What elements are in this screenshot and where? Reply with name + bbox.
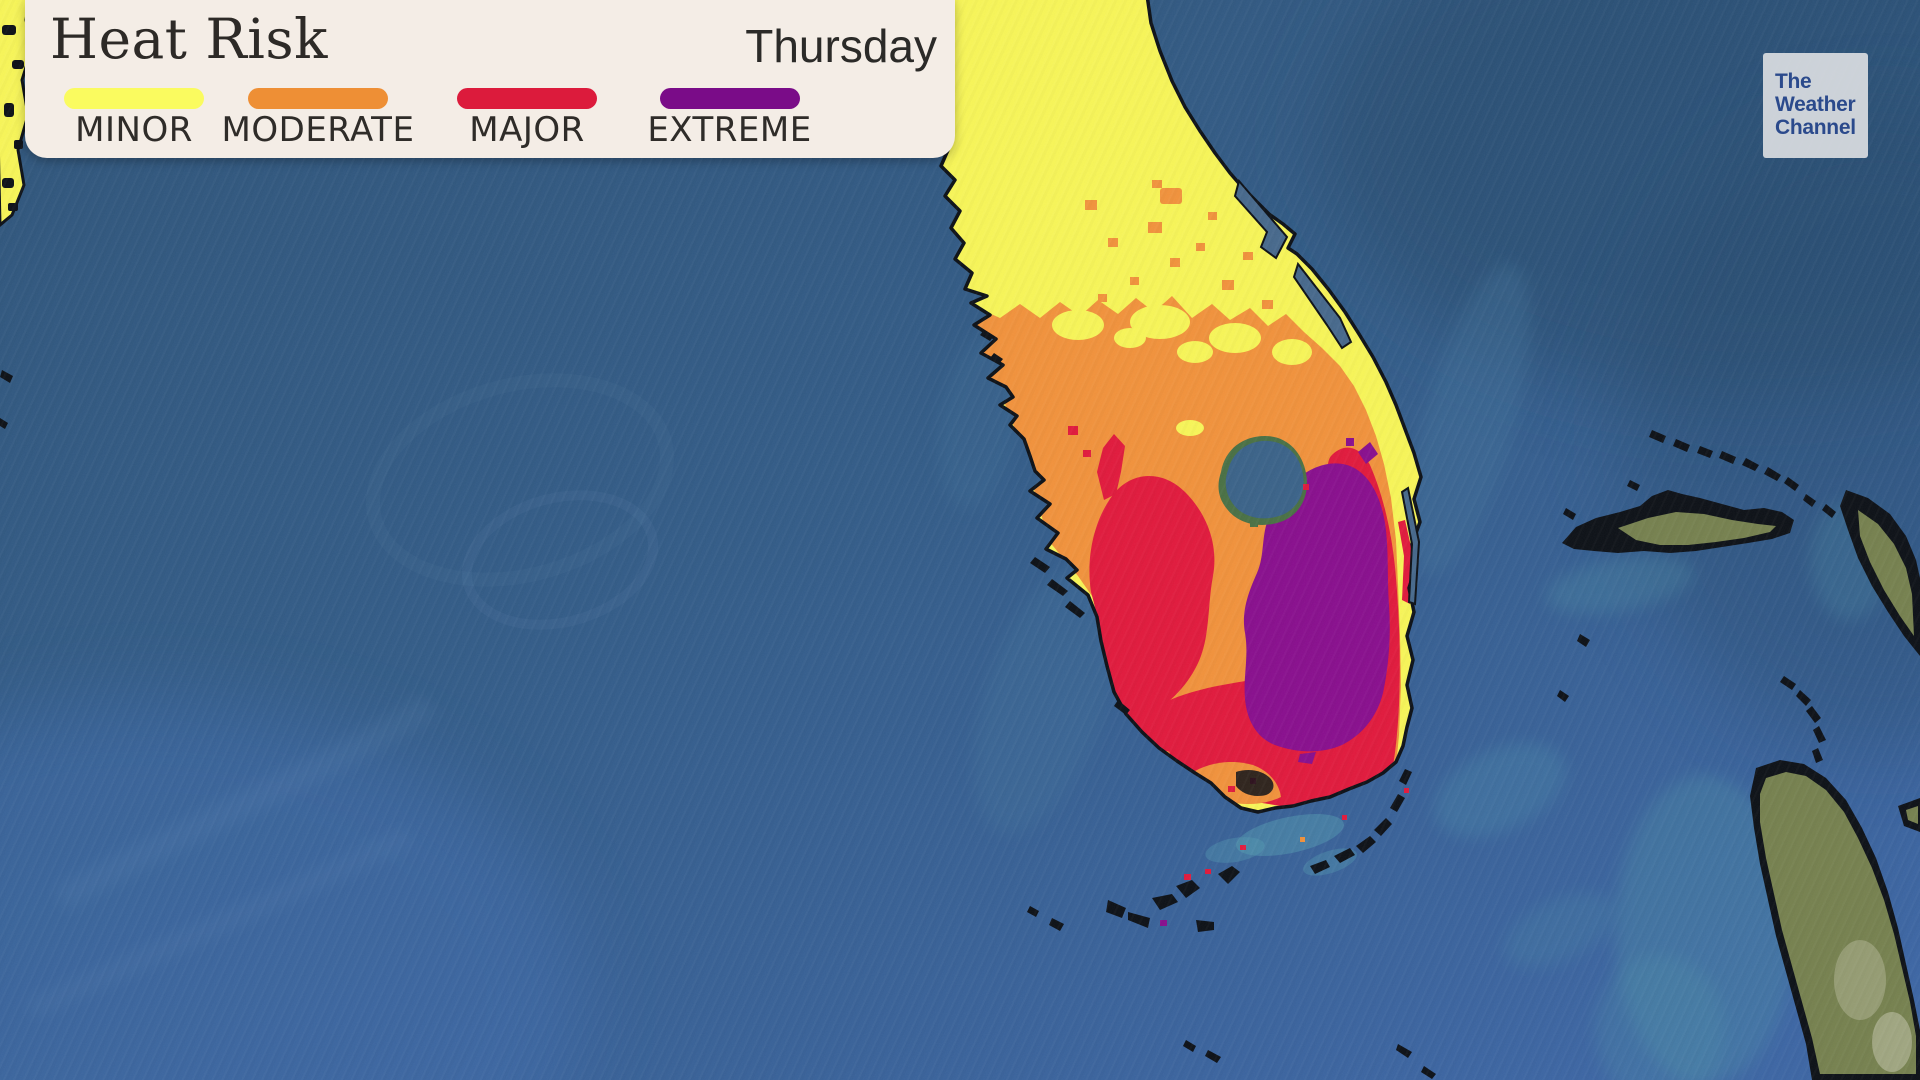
page-title: Heat Risk (50, 7, 328, 71)
logo-line: The (1775, 70, 1812, 94)
legend-panel: Heat Risk Thursday MINOR MODERATE MAJOR … (25, 0, 955, 158)
legend-label-major: MAJOR (469, 110, 585, 150)
legend-label-extreme: EXTREME (647, 110, 812, 150)
weather-channel-logo: The Weather Channel (1763, 53, 1868, 158)
logo-line: Channel (1775, 115, 1856, 139)
legend-label-minor: MINOR (75, 110, 193, 150)
legend-item-moderate: MODERATE (203, 88, 433, 147)
legend-swatch-major (457, 88, 597, 109)
day-label: Thursday (745, 20, 937, 72)
legend-swatch-minor (64, 88, 204, 109)
legend-swatch-extreme (659, 88, 800, 109)
legend-item-major: MAJOR (457, 88, 597, 147)
legend-item-extreme: EXTREME (637, 88, 822, 147)
legend-item-minor: MINOR (59, 88, 209, 147)
legend-swatch-moderate (248, 88, 388, 109)
logo-line: Weather (1775, 93, 1856, 117)
legend-label-moderate: MODERATE (221, 110, 415, 150)
